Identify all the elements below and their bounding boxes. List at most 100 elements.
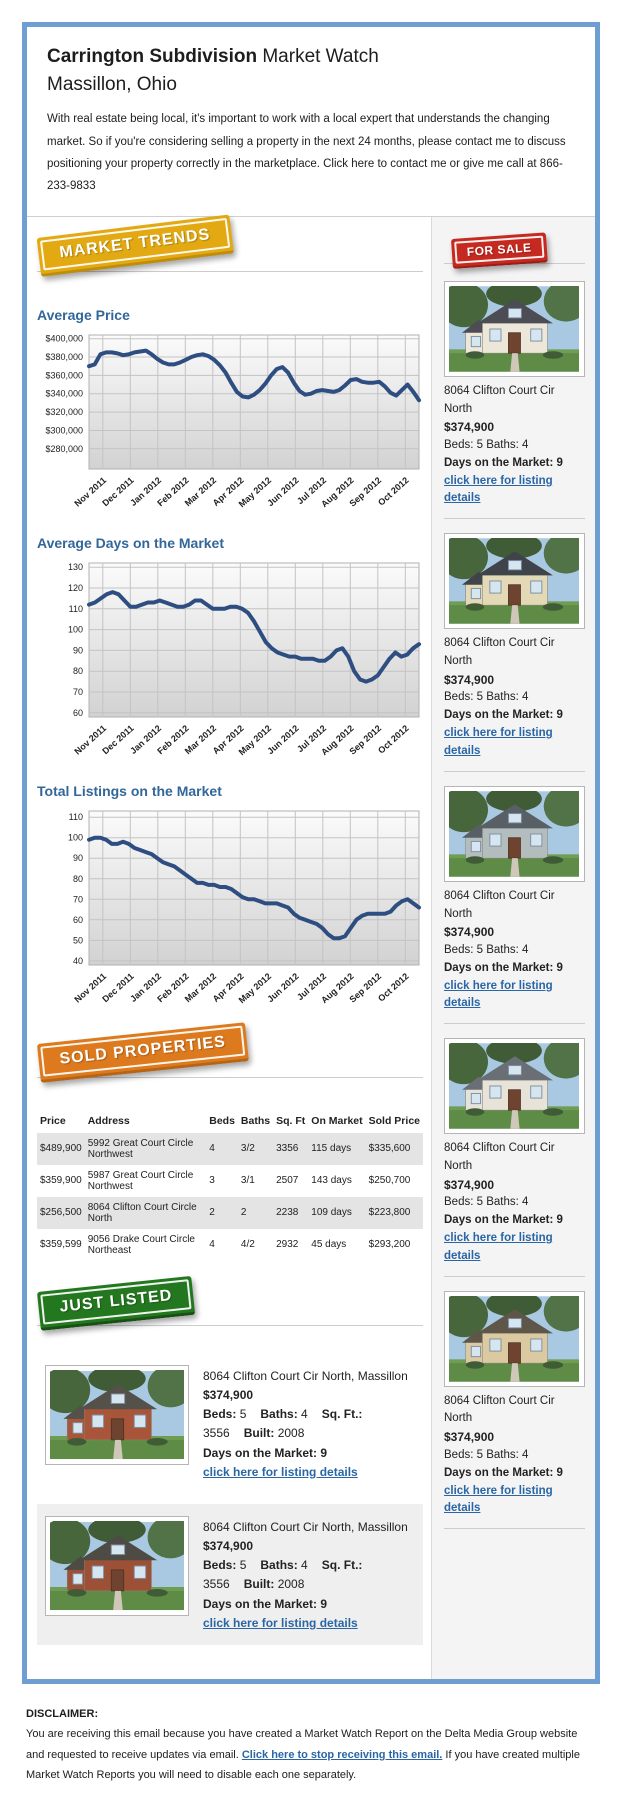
unsubscribe-link[interactable]: Click here to stop receiving this email. — [241, 1748, 443, 1761]
page-subtitle: Massillon, Ohio — [47, 73, 177, 95]
svg-text:110: 110 — [69, 812, 83, 822]
listing-beds-baths: Beds: 5 Baths: 4 — [444, 943, 529, 956]
email-container: Carrington Subdivision Market Watch Mass… — [22, 22, 600, 1685]
header: Carrington Subdivision Market Watch Mass… — [27, 27, 595, 217]
svg-text:110: 110 — [69, 604, 83, 614]
sold-table-cell: 3 — [209, 1175, 215, 1187]
listing-price: $374,900 — [444, 925, 495, 940]
sold-table-column-header: Sold Price — [368, 1114, 420, 1127]
spec-value: 3556 — [203, 1577, 230, 1592]
divider — [444, 1275, 585, 1277]
listing-details-link[interactable]: click here for listing details — [444, 474, 553, 505]
just-listed-item: 8064 Clifton Court Cir North, Massillon … — [37, 1503, 423, 1646]
listing-photo — [439, 1037, 589, 1135]
svg-text:90: 90 — [73, 853, 83, 863]
spec-label: Sq. Ft.: — [321, 1407, 363, 1422]
sold-table-cell: 2 — [206, 1196, 238, 1229]
sold-properties-badge-row: SOLD PROPERTIES — [36, 1022, 423, 1099]
listing-address: 8064 Clifton Court Cir North — [444, 1142, 555, 1172]
divider — [444, 518, 585, 520]
sold-table-cell: $359,900 — [40, 1175, 82, 1187]
listing-details-link[interactable]: click here for listing details — [203, 1464, 358, 1479]
svg-text:90: 90 — [73, 645, 83, 655]
svg-text:60: 60 — [73, 915, 83, 925]
listing-address: 8064 Clifton Court Cir North, Massillon — [203, 1519, 408, 1534]
listing-details-link[interactable]: click here for listing details — [444, 1232, 553, 1262]
listing-price: $374,900 — [444, 1177, 495, 1192]
market-trends-badge: MARKET TRENDS — [36, 214, 234, 277]
sidebar-listing-card: 8064 Clifton Court Cir North $374,900 Be… — [439, 785, 589, 1025]
sold-properties-badge: SOLD PROPERTIES — [36, 1022, 249, 1083]
sold-table-cell: 2932 — [276, 1239, 299, 1251]
sold-table-cell: 4/2 — [240, 1239, 255, 1251]
sold-table-column-header: Sq. Ft — [276, 1114, 306, 1127]
just-listed-badge-row: JUST LISTED — [36, 1275, 423, 1347]
listing-days-on-market: Days on the Market: 9 — [203, 1596, 328, 1611]
listing-photo — [439, 280, 589, 377]
divider — [37, 270, 423, 272]
svg-text:100: 100 — [68, 832, 83, 842]
sidebar-listing-card: 8064 Clifton Court Cir North $374,900 Be… — [439, 280, 589, 520]
listing-days-on-market: Days on the Market: 9 — [444, 1214, 563, 1227]
listing-days-on-market: Days on the Market: 9 — [444, 961, 563, 974]
spec-value: 3556 — [203, 1426, 230, 1441]
svg-text:80: 80 — [73, 874, 83, 884]
listing-beds-baths: Beds: 5 Baths: 4 — [444, 691, 529, 704]
market-trends-badge-row: MARKET TRENDS — [36, 214, 423, 293]
sidebar-listing-card: 8064 Clifton Court Cir North $374,900 Be… — [439, 532, 589, 772]
listing-beds-baths: Beds: 5 Baths: 4 — [444, 1448, 529, 1461]
just-listed-badge: JUST LISTED — [36, 1275, 196, 1331]
spec-label: Built: — [243, 1577, 278, 1592]
sold-table-column-header: On Market — [311, 1114, 363, 1127]
listing-specs: Beds: 5 Baths: 4 Sq. Ft.: 3556 Built: 2008 — [203, 1405, 415, 1443]
listing-price: $374,900 — [203, 1387, 254, 1402]
page-title: Carrington Subdivision Market Watch Mass… — [47, 43, 575, 98]
listing-photo — [40, 1364, 194, 1465]
spec-value: 2008 — [277, 1426, 305, 1441]
sidebar-listing-card: 8064 Clifton Court Cir North $374,900 Be… — [439, 1037, 589, 1277]
sold-table-cell: $359,599 — [40, 1239, 82, 1251]
svg-text:40: 40 — [73, 956, 83, 966]
listing-photo — [439, 785, 589, 882]
chart-title-total-listings: Total Listings on the Market — [37, 782, 222, 799]
svg-text:$320,000: $320,000 — [45, 407, 83, 417]
listing-address: 8064 Clifton Court Cir North — [444, 889, 555, 920]
spec-label: Beds: — [203, 1558, 240, 1573]
svg-text:$300,000: $300,000 — [45, 425, 83, 435]
listing-address: 8064 Clifton Court Cir North, Massillon — [203, 1368, 408, 1383]
just-listed-text: 8064 Clifton Court Cir North, Massillon … — [203, 1516, 415, 1633]
sold-table-cell: 3/2 — [237, 1132, 274, 1165]
svg-text:Oct 2012: Oct 2012 — [376, 723, 411, 756]
sold-table-cell: $223,800 — [365, 1196, 423, 1229]
listing-price: $374,900 — [203, 1539, 254, 1554]
intro-text: With real estate being local, it's impor… — [47, 113, 566, 193]
listing-address: 8064 Clifton Court Cir North — [444, 1394, 555, 1425]
sold-table-cell: 3356 — [273, 1132, 309, 1165]
page-title-subdivision: Carrington Subdivision — [47, 46, 258, 67]
spec-value: 4 — [301, 1558, 308, 1573]
sidebar-listing-card: 8064 Clifton Court Cir North $374,900 Be… — [439, 1290, 589, 1530]
spec-value: 5 — [239, 1558, 247, 1573]
svg-text:50: 50 — [73, 935, 83, 945]
listing-specs: Beds: 5 Baths: 4 Sq. Ft.: 3556 Built: 2008 — [203, 1556, 415, 1594]
sold-properties-table-header: Price Address Beds Baths Sq. Ft On Market Sold… — [37, 1109, 423, 1133]
sold-table-cell: $250,700 — [368, 1175, 411, 1187]
just-listed-items: 8064 Clifton Court Cir North, Massillon … — [37, 1353, 423, 1646]
listing-address: 8064 Clifton Court Cir North — [444, 384, 555, 415]
listing-details-link[interactable]: click here for listing details — [444, 979, 553, 1010]
listing-details-link[interactable]: click here for listing details — [203, 1615, 358, 1630]
listing-details-link[interactable]: click here for listing details — [444, 727, 553, 757]
listing-details-link[interactable]: click here for listing details — [444, 1484, 553, 1515]
divider — [444, 770, 585, 772]
disclaimer-label: DISCLAIMER: — [26, 1708, 99, 1721]
just-listed-text: 8064 Clifton Court Cir North, Massillon … — [203, 1365, 415, 1482]
svg-text:$400,000: $400,000 — [45, 333, 83, 343]
just-listed-item: 8064 Clifton Court Cir North, Massillon … — [37, 1353, 423, 1494]
sold-table-column-header: Beds — [209, 1114, 235, 1127]
market-trends-badge-label: MARKET TRENDS — [39, 217, 230, 271]
for-sale-badge-label: FOR SALE — [454, 235, 545, 264]
sold-table-cell: 2507 — [276, 1175, 299, 1187]
listing-photo — [40, 1515, 194, 1616]
